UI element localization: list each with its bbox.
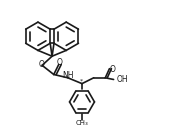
Text: CH₃: CH₃ bbox=[76, 120, 88, 126]
Text: NH: NH bbox=[63, 71, 74, 80]
Text: O: O bbox=[57, 58, 63, 67]
Text: O: O bbox=[110, 65, 116, 74]
Text: OH: OH bbox=[117, 75, 128, 84]
Text: O: O bbox=[38, 60, 44, 69]
Text: *: * bbox=[80, 79, 83, 84]
